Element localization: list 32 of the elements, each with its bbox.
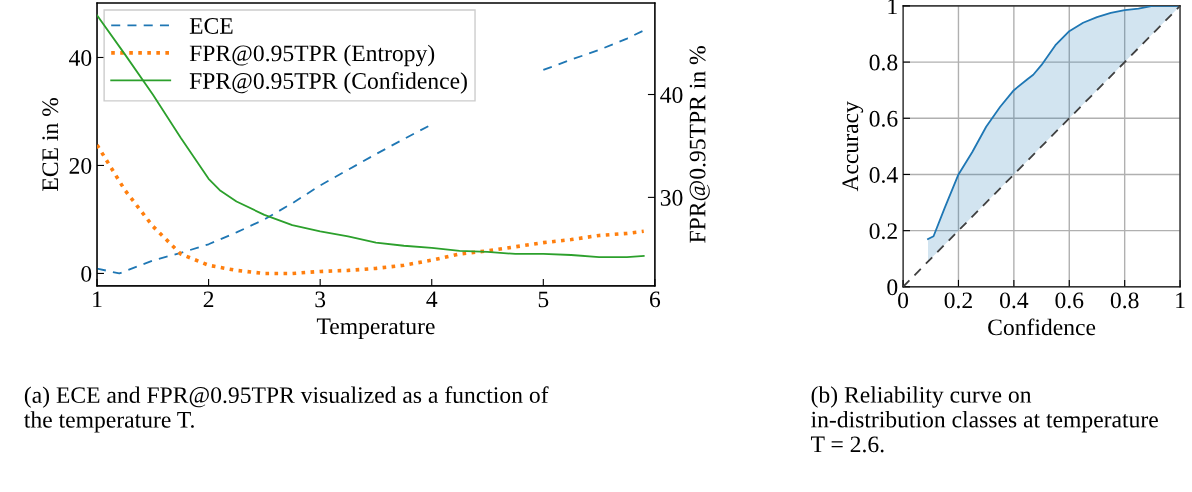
y-tick-label: 0.4 [869, 166, 898, 183]
y2-axis-title: FPR@0.95TPR in % [689, 46, 710, 243]
x-tick-label: 5 [538, 291, 549, 308]
x-tick-label: 0 [898, 292, 909, 309]
x-tick-label: 4 [426, 291, 438, 308]
x-axis-title: Temperature [316, 318, 435, 340]
legend-label: ECE [189, 18, 233, 34]
y-tick-label: 0.2 [869, 223, 897, 240]
y-tick-label: 0 [887, 279, 898, 296]
x-tick-label: 3 [315, 291, 326, 308]
y-tick-label: 0 [81, 265, 92, 282]
y2-tick-label: 40 [660, 87, 683, 103]
line-series [97, 143, 646, 276]
text: (b) Reliability curve on in-distribution classes at temperature T = 2.6. [810, 386, 1158, 453]
y-tick-label: 0.6 [869, 110, 898, 127]
y2-tick-label: 30 [660, 189, 683, 206]
x-axis-title: Confidence [988, 318, 1096, 336]
y-axis-title: Accuracy [842, 101, 864, 192]
legend-label: FPR@0.95TPR (Entropy) [189, 44, 435, 67]
legend-label: FPR@0.95TPR (Confidence) [189, 72, 467, 94]
y-tick-label: 40 [69, 49, 92, 66]
x-tick-label: 0.4 [1000, 292, 1029, 309]
y-axis-title: ECE in % [42, 97, 59, 191]
x-tick-label: 0.2 [944, 292, 972, 309]
y-tick-label: 20 [69, 157, 92, 174]
text: (a) ECE and FPR@0.95TPR visualized as a function of the temperature T. [24, 386, 549, 433]
x-tick-label: 1 [1176, 292, 1185, 309]
x-tick-label: 2 [203, 291, 214, 308]
x-tick-label: 0.8 [1110, 292, 1139, 309]
x-tick-label: 6 [650, 291, 661, 308]
y-tick-label: 0.8 [869, 54, 898, 71]
x-tick-label: 0.6 [1055, 292, 1084, 309]
